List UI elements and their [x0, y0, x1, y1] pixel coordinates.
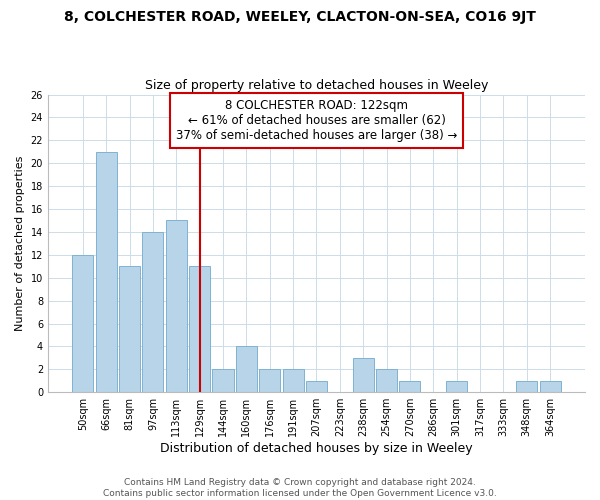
- Bar: [119, 266, 140, 392]
- Bar: [306, 381, 327, 392]
- Bar: [73, 255, 94, 392]
- Bar: [283, 370, 304, 392]
- Bar: [539, 381, 560, 392]
- Y-axis label: Number of detached properties: Number of detached properties: [15, 156, 25, 331]
- X-axis label: Distribution of detached houses by size in Weeley: Distribution of detached houses by size …: [160, 442, 473, 455]
- Title: Size of property relative to detached houses in Weeley: Size of property relative to detached ho…: [145, 79, 488, 92]
- Bar: [166, 220, 187, 392]
- Bar: [236, 346, 257, 392]
- Bar: [189, 266, 210, 392]
- Text: Contains HM Land Registry data © Crown copyright and database right 2024.
Contai: Contains HM Land Registry data © Crown c…: [103, 478, 497, 498]
- Bar: [516, 381, 537, 392]
- Bar: [400, 381, 421, 392]
- Text: 8 COLCHESTER ROAD: 122sqm
← 61% of detached houses are smaller (62)
37% of semi-: 8 COLCHESTER ROAD: 122sqm ← 61% of detac…: [176, 99, 457, 142]
- Bar: [376, 370, 397, 392]
- Bar: [259, 370, 280, 392]
- Bar: [95, 152, 117, 392]
- Bar: [212, 370, 233, 392]
- Bar: [353, 358, 374, 392]
- Text: 8, COLCHESTER ROAD, WEELEY, CLACTON-ON-SEA, CO16 9JT: 8, COLCHESTER ROAD, WEELEY, CLACTON-ON-S…: [64, 10, 536, 24]
- Bar: [446, 381, 467, 392]
- Bar: [142, 232, 163, 392]
